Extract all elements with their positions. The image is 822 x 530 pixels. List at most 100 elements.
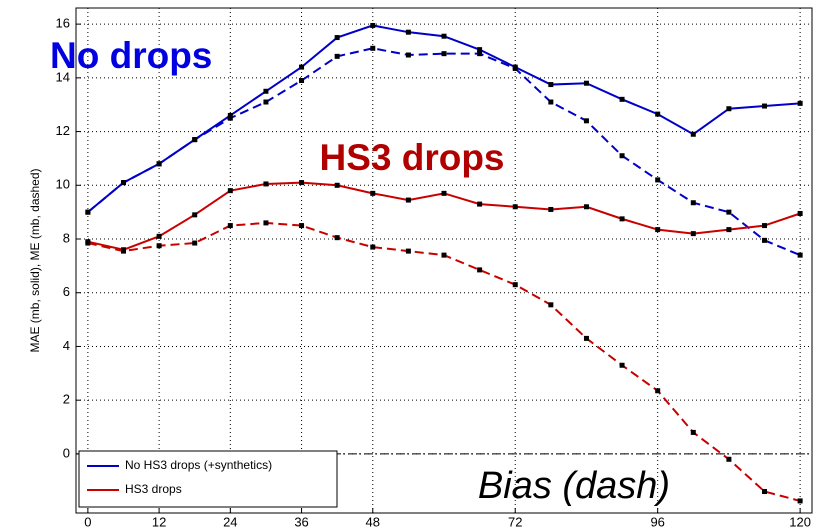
- point-marker: [477, 201, 483, 207]
- point-marker: [797, 498, 803, 504]
- point-marker: [334, 53, 340, 59]
- point-marker: [405, 248, 411, 254]
- point-marker: [156, 233, 162, 239]
- point-marker: [477, 51, 483, 57]
- x-tick-label: 72: [508, 514, 522, 529]
- point-marker: [655, 388, 661, 394]
- point-marker: [726, 106, 732, 112]
- y-tick-label: 16: [56, 16, 70, 31]
- point-marker: [512, 65, 518, 71]
- point-marker: [370, 244, 376, 250]
- point-marker: [619, 96, 625, 102]
- point-marker: [512, 204, 518, 210]
- x-tick-label: 120: [789, 514, 811, 529]
- point-marker: [548, 206, 554, 212]
- point-marker: [690, 231, 696, 237]
- y-tick-label: 4: [63, 338, 70, 353]
- x-tick-label: 36: [294, 514, 308, 529]
- legend-label: HS3 drops: [125, 482, 182, 496]
- point-marker: [441, 252, 447, 258]
- point-marker: [726, 456, 732, 462]
- point-marker: [441, 190, 447, 196]
- point-marker: [655, 177, 661, 183]
- point-marker: [334, 182, 340, 188]
- point-marker: [299, 223, 305, 229]
- legend-box: [78, 450, 338, 508]
- point-marker: [619, 216, 625, 222]
- point-marker: [477, 267, 483, 273]
- point-marker: [797, 100, 803, 106]
- point-marker: [299, 64, 305, 70]
- point-marker: [690, 131, 696, 137]
- plot-frame: [75, 7, 813, 514]
- point-marker: [583, 80, 589, 86]
- point-marker: [227, 115, 233, 121]
- point-marker: [370, 45, 376, 51]
- point-marker: [263, 99, 269, 105]
- y-tick-label: 12: [56, 123, 70, 138]
- annotation: HS3 drops: [319, 137, 504, 178]
- point-marker: [762, 223, 768, 229]
- point-marker: [85, 209, 91, 215]
- point-marker: [405, 29, 411, 35]
- point-marker: [120, 180, 126, 186]
- point-marker: [227, 188, 233, 194]
- point-marker: [797, 210, 803, 216]
- y-tick-label: 14: [56, 69, 70, 84]
- point-marker: [583, 335, 589, 341]
- point-marker: [655, 111, 661, 117]
- point-marker: [192, 240, 198, 246]
- point-marker: [583, 204, 589, 210]
- x-tick-label: 48: [366, 514, 380, 529]
- point-marker: [263, 88, 269, 94]
- point-marker: [370, 190, 376, 196]
- y-tick-label: 6: [63, 284, 70, 299]
- point-marker: [762, 237, 768, 243]
- point-marker: [583, 118, 589, 124]
- y-tick-label: 8: [63, 230, 70, 245]
- point-marker: [334, 235, 340, 241]
- point-marker: [263, 220, 269, 226]
- point-marker: [227, 112, 233, 118]
- point-marker: [299, 78, 305, 84]
- annotation: No drops: [50, 35, 212, 76]
- point-marker: [334, 35, 340, 41]
- point-marker: [548, 302, 554, 308]
- x-tick-label: 0: [84, 514, 91, 529]
- legend-label: No HS3 drops (+synthetics): [125, 458, 272, 472]
- point-marker: [619, 362, 625, 368]
- point-marker: [405, 52, 411, 58]
- legend: No HS3 drops (+synthetics) HS3 drops: [78, 450, 338, 508]
- point-marker: [156, 161, 162, 167]
- y-tick-label: 10: [56, 177, 70, 192]
- x-tick-label: 96: [650, 514, 664, 529]
- point-marker: [726, 227, 732, 233]
- bias-line: [87, 47, 801, 257]
- point-marker: [797, 252, 803, 258]
- point-marker: [548, 99, 554, 105]
- x-tick-label: 12: [152, 514, 166, 529]
- annotation: Bias (dash): [478, 465, 670, 507]
- point-marker: [477, 47, 483, 53]
- point-marker: [405, 197, 411, 203]
- point-marker: [690, 200, 696, 206]
- point-marker: [85, 240, 91, 246]
- point-marker: [726, 209, 732, 215]
- point-marker: [512, 282, 518, 288]
- point-marker: [441, 51, 447, 57]
- point-marker: [192, 212, 198, 218]
- point-marker: [120, 248, 126, 254]
- point-marker: [263, 181, 269, 187]
- point-marker: [762, 103, 768, 109]
- point-marker: [156, 243, 162, 249]
- point-marker: [227, 223, 233, 229]
- point-marker: [299, 180, 305, 186]
- point-marker: [441, 33, 447, 39]
- y-tick-label: 0: [63, 445, 70, 460]
- point-marker: [370, 22, 376, 28]
- point-marker: [619, 153, 625, 159]
- point-marker: [690, 429, 696, 435]
- plot-area: [76, 8, 812, 513]
- point-marker: [548, 82, 554, 88]
